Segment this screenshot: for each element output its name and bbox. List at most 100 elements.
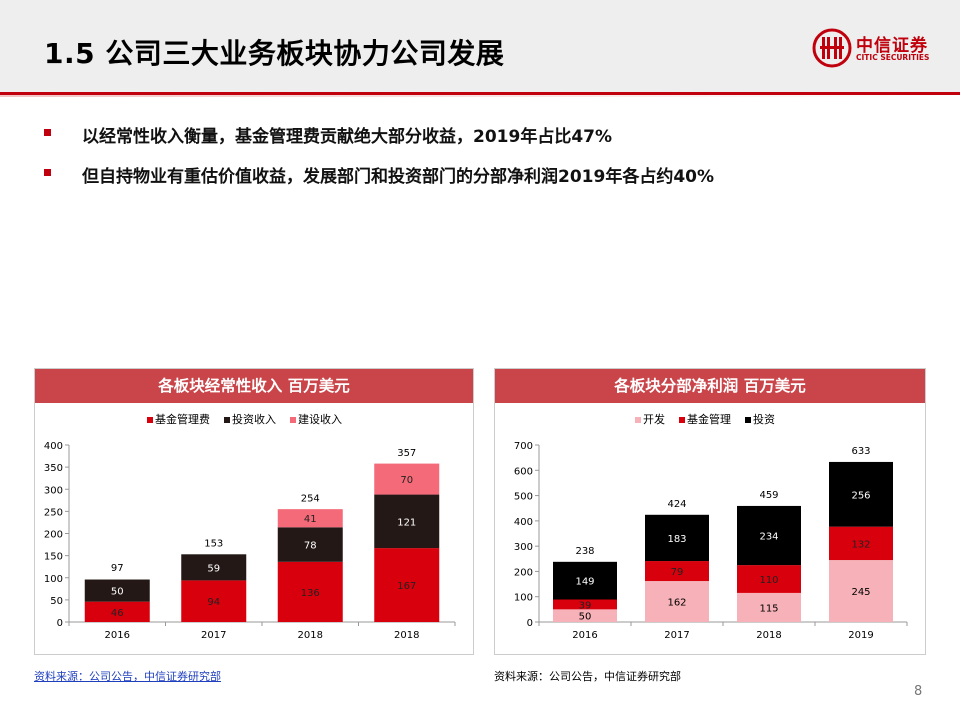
legend-swatch — [147, 417, 153, 423]
bar-segment — [645, 514, 709, 562]
data-label: 70 — [400, 475, 413, 486]
bar-segment — [737, 565, 801, 593]
x-tick-label: 2018 — [756, 630, 781, 641]
y-tick-label: 0 — [57, 618, 63, 629]
bar-segment — [374, 494, 440, 549]
bullet-square-icon — [44, 169, 51, 176]
bar-segment — [181, 554, 247, 581]
data-label: 183 — [667, 534, 686, 545]
bar-segment — [181, 580, 247, 622]
bar-segment — [84, 601, 150, 622]
bar-segment — [374, 463, 440, 495]
legend-label: 建设收入 — [298, 412, 342, 426]
chart-title: 各板块经常性收入 百万美元 — [35, 369, 473, 403]
chart-panel-segment-profit: 各板块分部净利润 百万美元 开发 基金管理 投资 0 100 200 300 400 500 60… — [494, 368, 926, 655]
bar-segment — [84, 579, 150, 602]
x-tick-label: 2017 — [201, 630, 226, 641]
total-label: 459 — [759, 490, 778, 501]
source-note-left[interactable]: 资料来源：公司公告，中信证券研究部 — [34, 670, 221, 683]
y-tick-label: 50 — [50, 596, 63, 607]
bullet-text: 以经常性收入衡量，基金管理费贡献绝大部分收益，2019年占比47% — [82, 127, 613, 147]
bar-segment — [553, 561, 617, 600]
data-label: 162 — [667, 598, 686, 609]
total-label: 424 — [667, 499, 686, 510]
data-label: 46 — [111, 608, 124, 619]
legend-swatch — [679, 417, 685, 423]
data-label: 167 — [397, 581, 416, 592]
y-tick-label: 100 — [44, 574, 63, 585]
data-label: 110 — [759, 575, 778, 586]
header-bar — [0, 0, 960, 92]
total-label: 97 — [111, 563, 124, 574]
x-tick-label: 2016 — [105, 630, 130, 641]
x-tick-label: 2018 — [394, 630, 419, 641]
page-number: 8 — [914, 684, 923, 699]
bar-segment — [277, 561, 343, 622]
y-tick-label: 350 — [44, 463, 63, 474]
bar-segment — [553, 609, 617, 622]
source-note-right: 资料来源：公司公告，中信证券研究部 — [494, 670, 681, 683]
legend-swatch — [290, 417, 296, 423]
y-tick-label: 700 — [514, 441, 533, 452]
data-label: 39 — [579, 600, 592, 611]
x-tick-label: 2016 — [572, 630, 597, 641]
y-tick-label: 600 — [514, 466, 533, 477]
bar-segment — [829, 560, 893, 622]
legend-swatch — [635, 417, 641, 423]
legend-swatch — [745, 417, 751, 423]
bar-segment — [645, 561, 709, 582]
data-label: 234 — [759, 532, 778, 543]
bar-segment — [829, 526, 893, 561]
bar-segment — [737, 505, 801, 566]
y-tick-label: 150 — [44, 552, 63, 563]
data-label: 50 — [111, 587, 124, 598]
header-rule — [0, 92, 960, 95]
legend-label: 投资收入 — [232, 412, 276, 426]
citic-logo-icon — [812, 28, 852, 68]
data-label: 41 — [304, 514, 317, 525]
x-tick-label: 2019 — [848, 630, 873, 641]
y-tick-label: 0 — [527, 618, 533, 629]
legend-label: 投资 — [753, 412, 775, 426]
logo-text-cn: 中信证券 — [856, 36, 928, 56]
data-label: 136 — [301, 588, 320, 599]
chart-panel-recurring-income: 各板块经常性收入 百万美元 基金管理费 投资收入 建设收入 0 50 100 150 200 2… — [34, 368, 474, 655]
legend-swatch — [224, 417, 230, 423]
data-label: 78 — [304, 541, 317, 552]
chart-recurring-income: 基金管理费 投资收入 建设收入 0 50 100 150 200 250 300 350 400 46 5… — [44, 412, 456, 641]
total-label: 254 — [301, 494, 320, 505]
data-label: 132 — [851, 539, 870, 550]
data-label: 115 — [759, 603, 778, 614]
data-label: 50 — [579, 612, 592, 623]
bar-segment — [277, 509, 343, 528]
data-label: 94 — [207, 597, 220, 608]
total-label: 238 — [575, 546, 594, 557]
y-tick-label: 300 — [514, 542, 533, 553]
header-rule-fade — [0, 95, 960, 97]
page-title: 1.5 公司三大业务板块协力公司发展 — [44, 37, 505, 70]
bullet-square-icon — [44, 129, 51, 136]
data-label: 245 — [851, 587, 870, 598]
y-tick-label: 300 — [44, 485, 63, 496]
y-tick-label: 100 — [514, 593, 533, 604]
bar-segment — [645, 581, 709, 622]
y-tick-label: 500 — [514, 492, 533, 503]
total-label: 633 — [851, 446, 870, 457]
citic-logo: 中信证券 CITIC SECURITIES — [812, 28, 947, 68]
bar-segment — [553, 599, 617, 610]
y-tick-label: 200 — [514, 567, 533, 578]
legend-label: 开发 — [643, 412, 665, 426]
x-tick-label: 2017 — [664, 630, 689, 641]
data-label: 79 — [671, 567, 684, 578]
total-label: 153 — [204, 538, 223, 549]
legend-label: 基金管理 — [687, 412, 731, 426]
data-label: 256 — [851, 490, 870, 501]
data-label: 149 — [575, 577, 594, 588]
bar-segment — [277, 527, 343, 562]
bullet-text: 但自持物业有重估价值收益，发展部门和投资部门的分部净利润2019年各占约40% — [82, 167, 715, 187]
data-label: 121 — [397, 517, 416, 528]
y-tick-label: 400 — [514, 517, 533, 528]
logo-text-en: CITIC SECURITIES — [856, 53, 930, 62]
y-tick-label: 400 — [44, 441, 63, 452]
